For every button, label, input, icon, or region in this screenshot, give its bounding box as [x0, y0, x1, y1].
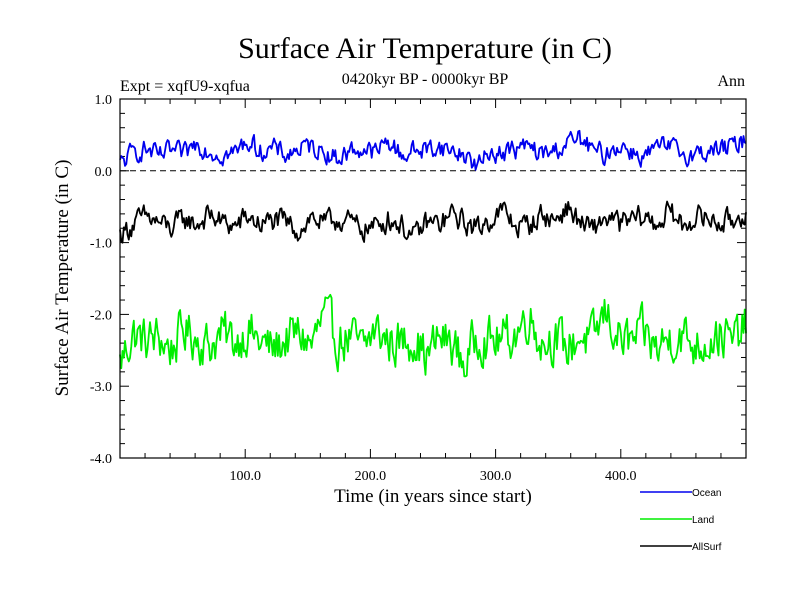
- y-tick-label: 1.0: [95, 93, 113, 108]
- series-lines: [119, 129, 747, 378]
- y-tick-label: -2.0: [90, 308, 112, 323]
- x-tick-label: 100.0: [229, 469, 261, 484]
- series-line-land: [119, 293, 747, 378]
- legend-label-land: Land: [692, 515, 714, 526]
- axis-ticks: [120, 98, 746, 459]
- tick-labels: 1.0 0.0 -1.0 -2.0 -3.0 -4.0 100.0 200.0 300.0 400…: [90, 93, 637, 484]
- y-tick-label: -1.0: [90, 237, 112, 252]
- plot-frame: [119, 98, 747, 459]
- legend-label-allsurf: AllSurf: [692, 542, 722, 553]
- legend: Ocean Land AllSurf: [640, 488, 722, 553]
- experiment-label: Expt = xqfU9-xqfua: [120, 78, 250, 95]
- chart-title: Surface Air Temperature (in C): [238, 32, 612, 65]
- x-tick-label: 400.0: [605, 469, 637, 484]
- x-tick-label: 200.0: [355, 469, 387, 484]
- chart-subtitle: 0420kyr BP - 0000kyr BP: [342, 71, 509, 88]
- series-line-allsurf: [119, 200, 747, 244]
- y-tick-label: -4.0: [90, 452, 112, 467]
- season-label: Ann: [717, 73, 745, 90]
- y-axis-label: Surface Air Temperature (in C): [52, 160, 73, 397]
- y-tick-label: 0.0: [95, 165, 113, 180]
- legend-label-ocean: Ocean: [692, 488, 721, 499]
- x-tick-label: 300.0: [480, 469, 512, 484]
- y-tick-label: -3.0: [90, 380, 112, 395]
- series-line-ocean: [119, 129, 747, 171]
- x-axis-label: Time (in years since start): [334, 486, 532, 507]
